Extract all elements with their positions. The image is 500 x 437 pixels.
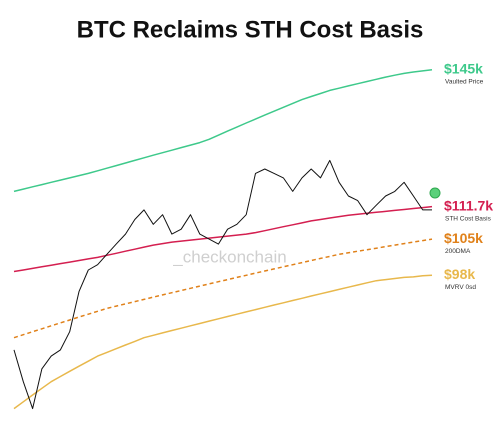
series-name: Vaulted Price: [445, 79, 484, 86]
end-value-label: $98k: [444, 266, 475, 282]
end-value-label: $111.7k: [444, 197, 493, 213]
price-line: [13, 159, 432, 410]
chart-title: BTC Reclaims STH Cost Basis: [77, 16, 424, 43]
watermark: _checkonchain: [172, 247, 286, 266]
indicator-line: [13, 274, 433, 410]
end-value-label: $145k: [444, 60, 483, 76]
series-name: STH Cost Basis: [445, 215, 492, 222]
indicator-line: [13, 69, 433, 193]
indicator-line: [13, 238, 433, 339]
series-name: 200DMA: [445, 248, 471, 255]
current-marker: [429, 187, 441, 199]
end-value-label: $105k: [444, 230, 483, 246]
series-name: MVRV 0sd: [445, 284, 476, 291]
